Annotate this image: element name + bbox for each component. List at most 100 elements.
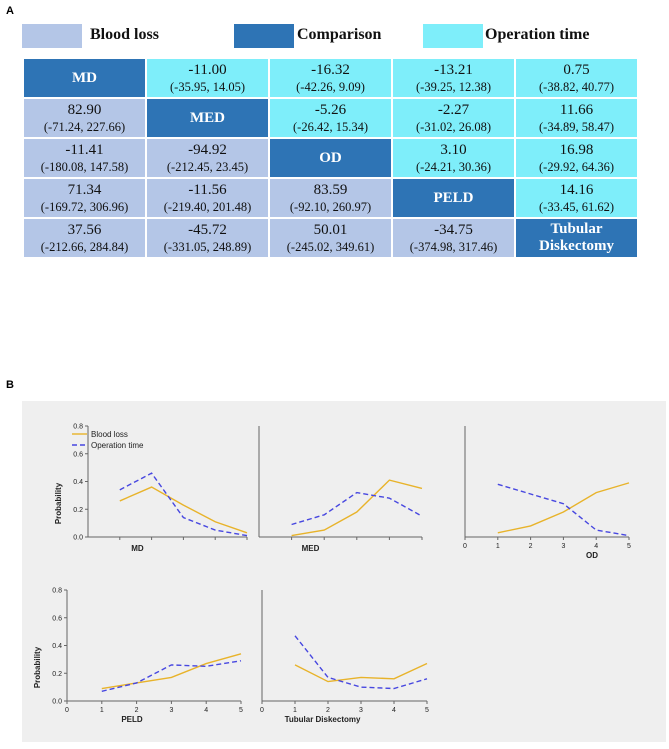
treatment-label: OD	[319, 149, 342, 166]
blood-loss-cell: 82.90 (-71.24, 227.66)	[22, 97, 147, 139]
x-tick-label: 5	[627, 543, 631, 550]
confidence-interval: (-33.45, 61.62)	[539, 199, 614, 214]
blood-loss-line	[294, 662, 428, 683]
legend-swatch-operation-time	[423, 24, 483, 48]
legend-blood-loss-label: Blood loss	[91, 430, 128, 439]
effect-estimate: 16.98	[559, 141, 594, 158]
panel-a-label: A	[6, 5, 14, 17]
effect-estimate: -5.26	[314, 101, 347, 118]
operation-time-cell: 16.98 (-29.92, 64.36)	[514, 137, 639, 179]
effect-estimate: -45.72	[188, 221, 227, 238]
confidence-interval: (-39.25, 12.38)	[416, 79, 491, 94]
x-tick-label: 4	[594, 543, 598, 550]
confidence-interval: (-219.40, 201.48)	[163, 199, 252, 214]
effect-estimate: -13.21	[434, 61, 473, 78]
legend-operation-time-label: Operation time	[91, 441, 144, 450]
treatment-label: PELD	[433, 189, 474, 206]
league-table: MD -11.00 (-35.95, 14.05) -16.32 (-42.26, 9.…	[22, 57, 639, 259]
table-row: 37.56 (-212.66, 284.84) -45.72 (-331.05, 24…	[22, 217, 639, 259]
legend-label-blood-loss: Blood loss	[90, 26, 159, 43]
operation-time-line	[101, 660, 242, 692]
confidence-interval: (-212.45, 23.45)	[166, 159, 249, 174]
operation-time-cell: -2.27 (-31.02, 26.08)	[391, 97, 516, 139]
x-tick-label: 0	[65, 707, 69, 714]
confidence-interval: (-180.08, 147.58)	[40, 159, 129, 174]
x-axis-title: PELD	[121, 715, 143, 724]
table-row: 71.34 (-169.72, 306.96) -11.56 (-219.40, 20…	[22, 177, 639, 219]
blood-loss-cell: 37.56 (-212.66, 284.84)	[22, 217, 147, 259]
effect-estimate: 0.75	[563, 61, 590, 78]
y-axis-title: Probability	[54, 482, 63, 524]
blood-loss-line	[101, 653, 242, 690]
diagonal-cell-od: OD	[268, 137, 393, 179]
matrix-legend: Blood loss Comparison Operation time	[22, 24, 652, 52]
confidence-interval: (-71.24, 227.66)	[43, 119, 126, 134]
effect-estimate: -16.32	[311, 61, 350, 78]
operation-time-line	[291, 491, 423, 526]
blood-loss-cell: 83.59 (-92.10, 260.97)	[268, 177, 393, 219]
treatment-label: MD	[72, 69, 97, 86]
operation-time-cell: 14.16 (-33.45, 61.62)	[514, 177, 639, 219]
operation-time-cell: 0.75 (-38.82, 40.77)	[514, 57, 639, 99]
diagonal-cell-peld: PELD	[391, 177, 516, 219]
table-row: -11.41 (-180.08, 147.58) -94.92 (-212.45, 2…	[22, 137, 639, 179]
x-axis-title: MD	[131, 544, 144, 553]
charts-svg: 0.0 0.2 0.4 0.6 0.8 MD Probability MED 0 1 2 3 4 5 OD 0…	[33, 424, 631, 725]
x-tick-label: 2	[135, 707, 139, 714]
operation-time-cell: -13.21 (-39.25, 12.38)	[391, 57, 516, 99]
diagonal-cell-md: MD	[22, 57, 147, 99]
x-tick-label: 5	[239, 707, 243, 714]
operation-time-line	[119, 472, 248, 537]
x-tick-label: 1	[293, 707, 297, 714]
y-tick-label: 0.0	[52, 699, 62, 706]
y-tick-label: 0.2	[73, 507, 83, 514]
x-axis-title: Tubular Diskectomy	[285, 715, 361, 724]
x-tick-label: 2	[529, 543, 533, 550]
x-tick-label: 4	[392, 707, 396, 714]
rank-probability-charts: 0.0 0.2 0.4 0.6 0.8 MD Probability MED 0 1 2 3 4 5 OD 0…	[22, 401, 666, 742]
legend-swatch-comparison	[234, 24, 294, 48]
confidence-interval: (-35.95, 14.05)	[170, 79, 245, 94]
y-tick-label: 0.6	[73, 451, 83, 458]
blood-loss-cell: 50.01 (-245.02, 349.61)	[268, 217, 393, 259]
y-axis-title: Probability	[33, 646, 42, 688]
blood-loss-cell: -11.41 (-180.08, 147.58)	[22, 137, 147, 179]
confidence-interval: (-245.02, 349.61)	[286, 239, 375, 254]
blood-loss-cell: 71.34 (-169.72, 306.96)	[22, 177, 147, 219]
y-tick-label: 0.8	[73, 424, 83, 431]
effect-estimate: 82.90	[67, 101, 102, 118]
blood-loss-line	[119, 486, 248, 534]
effect-estimate: 37.56	[67, 221, 102, 238]
blood-loss-line	[497, 482, 630, 534]
x-tick-label: 1	[100, 707, 104, 714]
treatment-label: Diskectomy	[539, 238, 614, 254]
legend-label-comparison: Comparison	[297, 26, 382, 43]
effect-estimate: -2.27	[437, 101, 470, 118]
confidence-interval: (-24.21, 30.36)	[416, 159, 491, 174]
legend-swatch-blood-loss	[22, 24, 82, 48]
table-row: MD -11.00 (-35.95, 14.05) -16.32 (-42.26, 9.…	[22, 57, 639, 99]
table-row: 82.90 (-71.24, 227.66) MED -5.26 (-26.42, 15…	[22, 97, 639, 139]
x-tick-label: 0	[463, 543, 467, 550]
confidence-interval: (-34.89, 58.47)	[539, 119, 614, 134]
confidence-interval: (-26.42, 15.34)	[293, 119, 368, 134]
confidence-interval: (-331.05, 248.89)	[163, 239, 252, 254]
effect-estimate: 11.66	[559, 101, 594, 118]
effect-estimate: 71.34	[67, 181, 102, 198]
operation-time-cell: 11.66 (-34.89, 58.47)	[514, 97, 639, 139]
blood-loss-cell: -34.75 (-374.98, 317.46)	[391, 217, 516, 259]
y-tick-label: 0.6	[52, 615, 62, 622]
effect-estimate: 3.10	[440, 141, 467, 158]
confidence-interval: (-31.02, 26.08)	[416, 119, 491, 134]
effect-estimate: -94.92	[188, 141, 227, 158]
y-tick-label: 0.2	[52, 671, 62, 678]
effect-estimate: -11.56	[188, 181, 227, 198]
blood-loss-line	[291, 479, 423, 537]
operation-time-cell: -16.32 (-42.26, 9.09)	[268, 57, 393, 99]
panel-b-label: B	[6, 379, 14, 391]
x-tick-label: 1	[496, 543, 500, 550]
y-tick-label: 0.4	[52, 643, 62, 650]
x-tick-label: 3	[359, 707, 363, 714]
operation-time-cell: -11.00 (-35.95, 14.05)	[145, 57, 270, 99]
operation-time-line	[497, 483, 630, 537]
